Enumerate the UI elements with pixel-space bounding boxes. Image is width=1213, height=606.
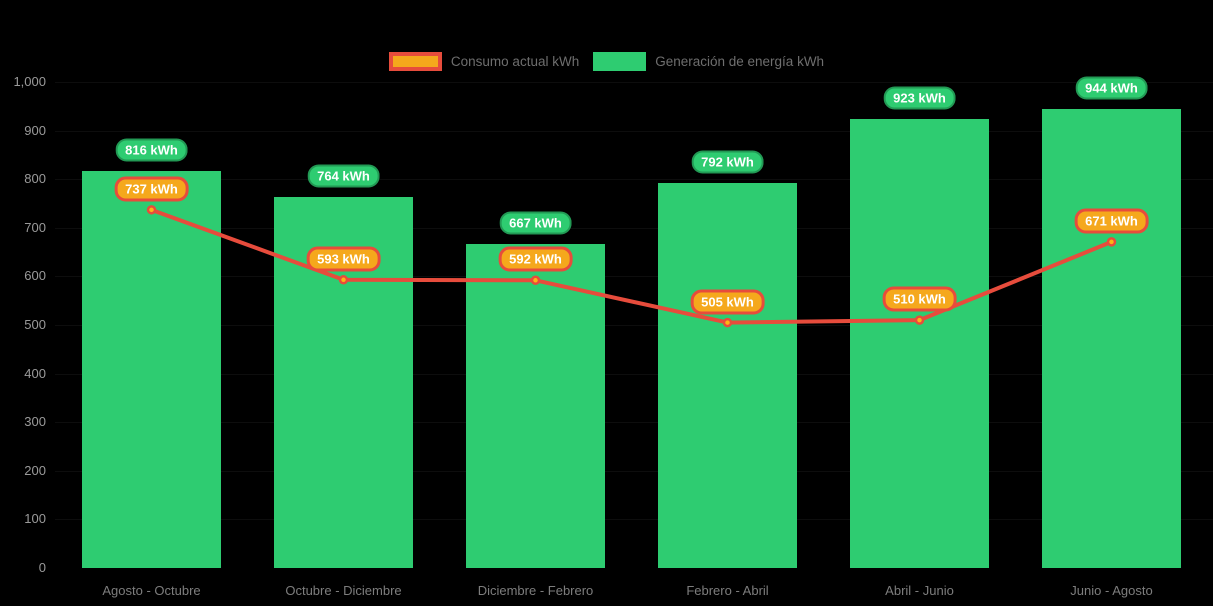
point-value-label: 737 kWh: [114, 176, 189, 202]
point-value-label: 671 kWh: [1074, 208, 1149, 234]
x-axis-category-label: Agosto - Octubre: [102, 583, 201, 598]
gridline: [55, 325, 1213, 326]
gridline: [55, 373, 1213, 375]
bar-generacion[interactable]: [466, 243, 605, 568]
y-axis-tick-label: 800: [24, 171, 46, 187]
consumo-data-point[interactable]: [1106, 237, 1117, 247]
point-value-label: 593 kWh: [306, 246, 381, 272]
point-value-label: 505 kWh: [690, 289, 765, 315]
legend-label-generacion: Generación de energía kWh: [655, 54, 825, 69]
bar-generacion[interactable]: [850, 119, 989, 568]
y-axis-tick-label: 200: [24, 462, 46, 478]
gridline: [55, 130, 1213, 132]
y-axis-tick-label: 700: [24, 219, 46, 235]
point-value-label: 592 kWh: [498, 246, 573, 272]
bar-value-label: 792 kWh: [691, 150, 764, 174]
gridline: [55, 276, 1213, 278]
legend-label-consumo: Consumo actual kWh: [450, 54, 580, 69]
legend-swatch-generacion-bar: [593, 52, 647, 71]
x-axis-category-label: Octubre - Diciembre: [285, 583, 402, 598]
consumo-data-point[interactable]: [530, 275, 541, 286]
x-axis-category-label: Junio - Agosto: [1070, 583, 1153, 598]
consumo-data-point[interactable]: [146, 205, 157, 215]
consumo-data-point[interactable]: [338, 275, 349, 285]
y-axis-tick-label: 0: [38, 560, 46, 575]
consumo-data-point[interactable]: [722, 317, 733, 328]
y-axis-tick-label: 500: [24, 317, 46, 332]
x-axis-category-label: Abril - Junio: [885, 583, 954, 598]
gridline: [55, 422, 1213, 424]
point-value-label: 510 kWh: [882, 286, 957, 312]
legend-swatch-consumo-line: [388, 52, 442, 71]
chart-legend: Consumo actual kWh Generación de energía…: [0, 52, 1213, 71]
y-axis-tick-label: 600: [24, 268, 46, 284]
consumo-line[interactable]: [149, 207, 1114, 325]
bar-value-label: 923 kWh: [883, 86, 956, 110]
gridline: [55, 470, 1213, 472]
y-axis-tick-label: 100: [24, 511, 46, 527]
gridline: [55, 519, 1213, 521]
bar-value-label: 944 kWh: [1075, 76, 1148, 100]
gridline: [55, 179, 1213, 181]
x-axis-category-label: Febrero - Abril: [686, 583, 769, 598]
consumo-data-point[interactable]: [914, 315, 925, 325]
bar-value-label: 764 kWh: [307, 164, 380, 188]
bar-value-label: 816 kWh: [115, 138, 188, 162]
bar-generacion[interactable]: [658, 183, 797, 568]
y-axis-tick-label: 300: [24, 414, 46, 430]
y-axis-tick-label: 1,000: [13, 74, 46, 89]
legend-item-generacion[interactable]: Generación de energía kWh: [593, 52, 824, 71]
y-axis-tick-label: 900: [24, 122, 46, 138]
gridline: [55, 82, 1213, 83]
legend-item-consumo-actual[interactable]: Consumo actual kWh: [388, 52, 580, 71]
gridline: [55, 227, 1213, 229]
x-axis-category-label: Diciembre - Febrero: [477, 583, 594, 598]
y-axis-tick-label: 400: [24, 365, 46, 381]
bar-value-label: 667 kWh: [499, 211, 572, 235]
bar-generacion[interactable]: [1042, 109, 1181, 568]
bar-generacion[interactable]: [82, 171, 221, 568]
